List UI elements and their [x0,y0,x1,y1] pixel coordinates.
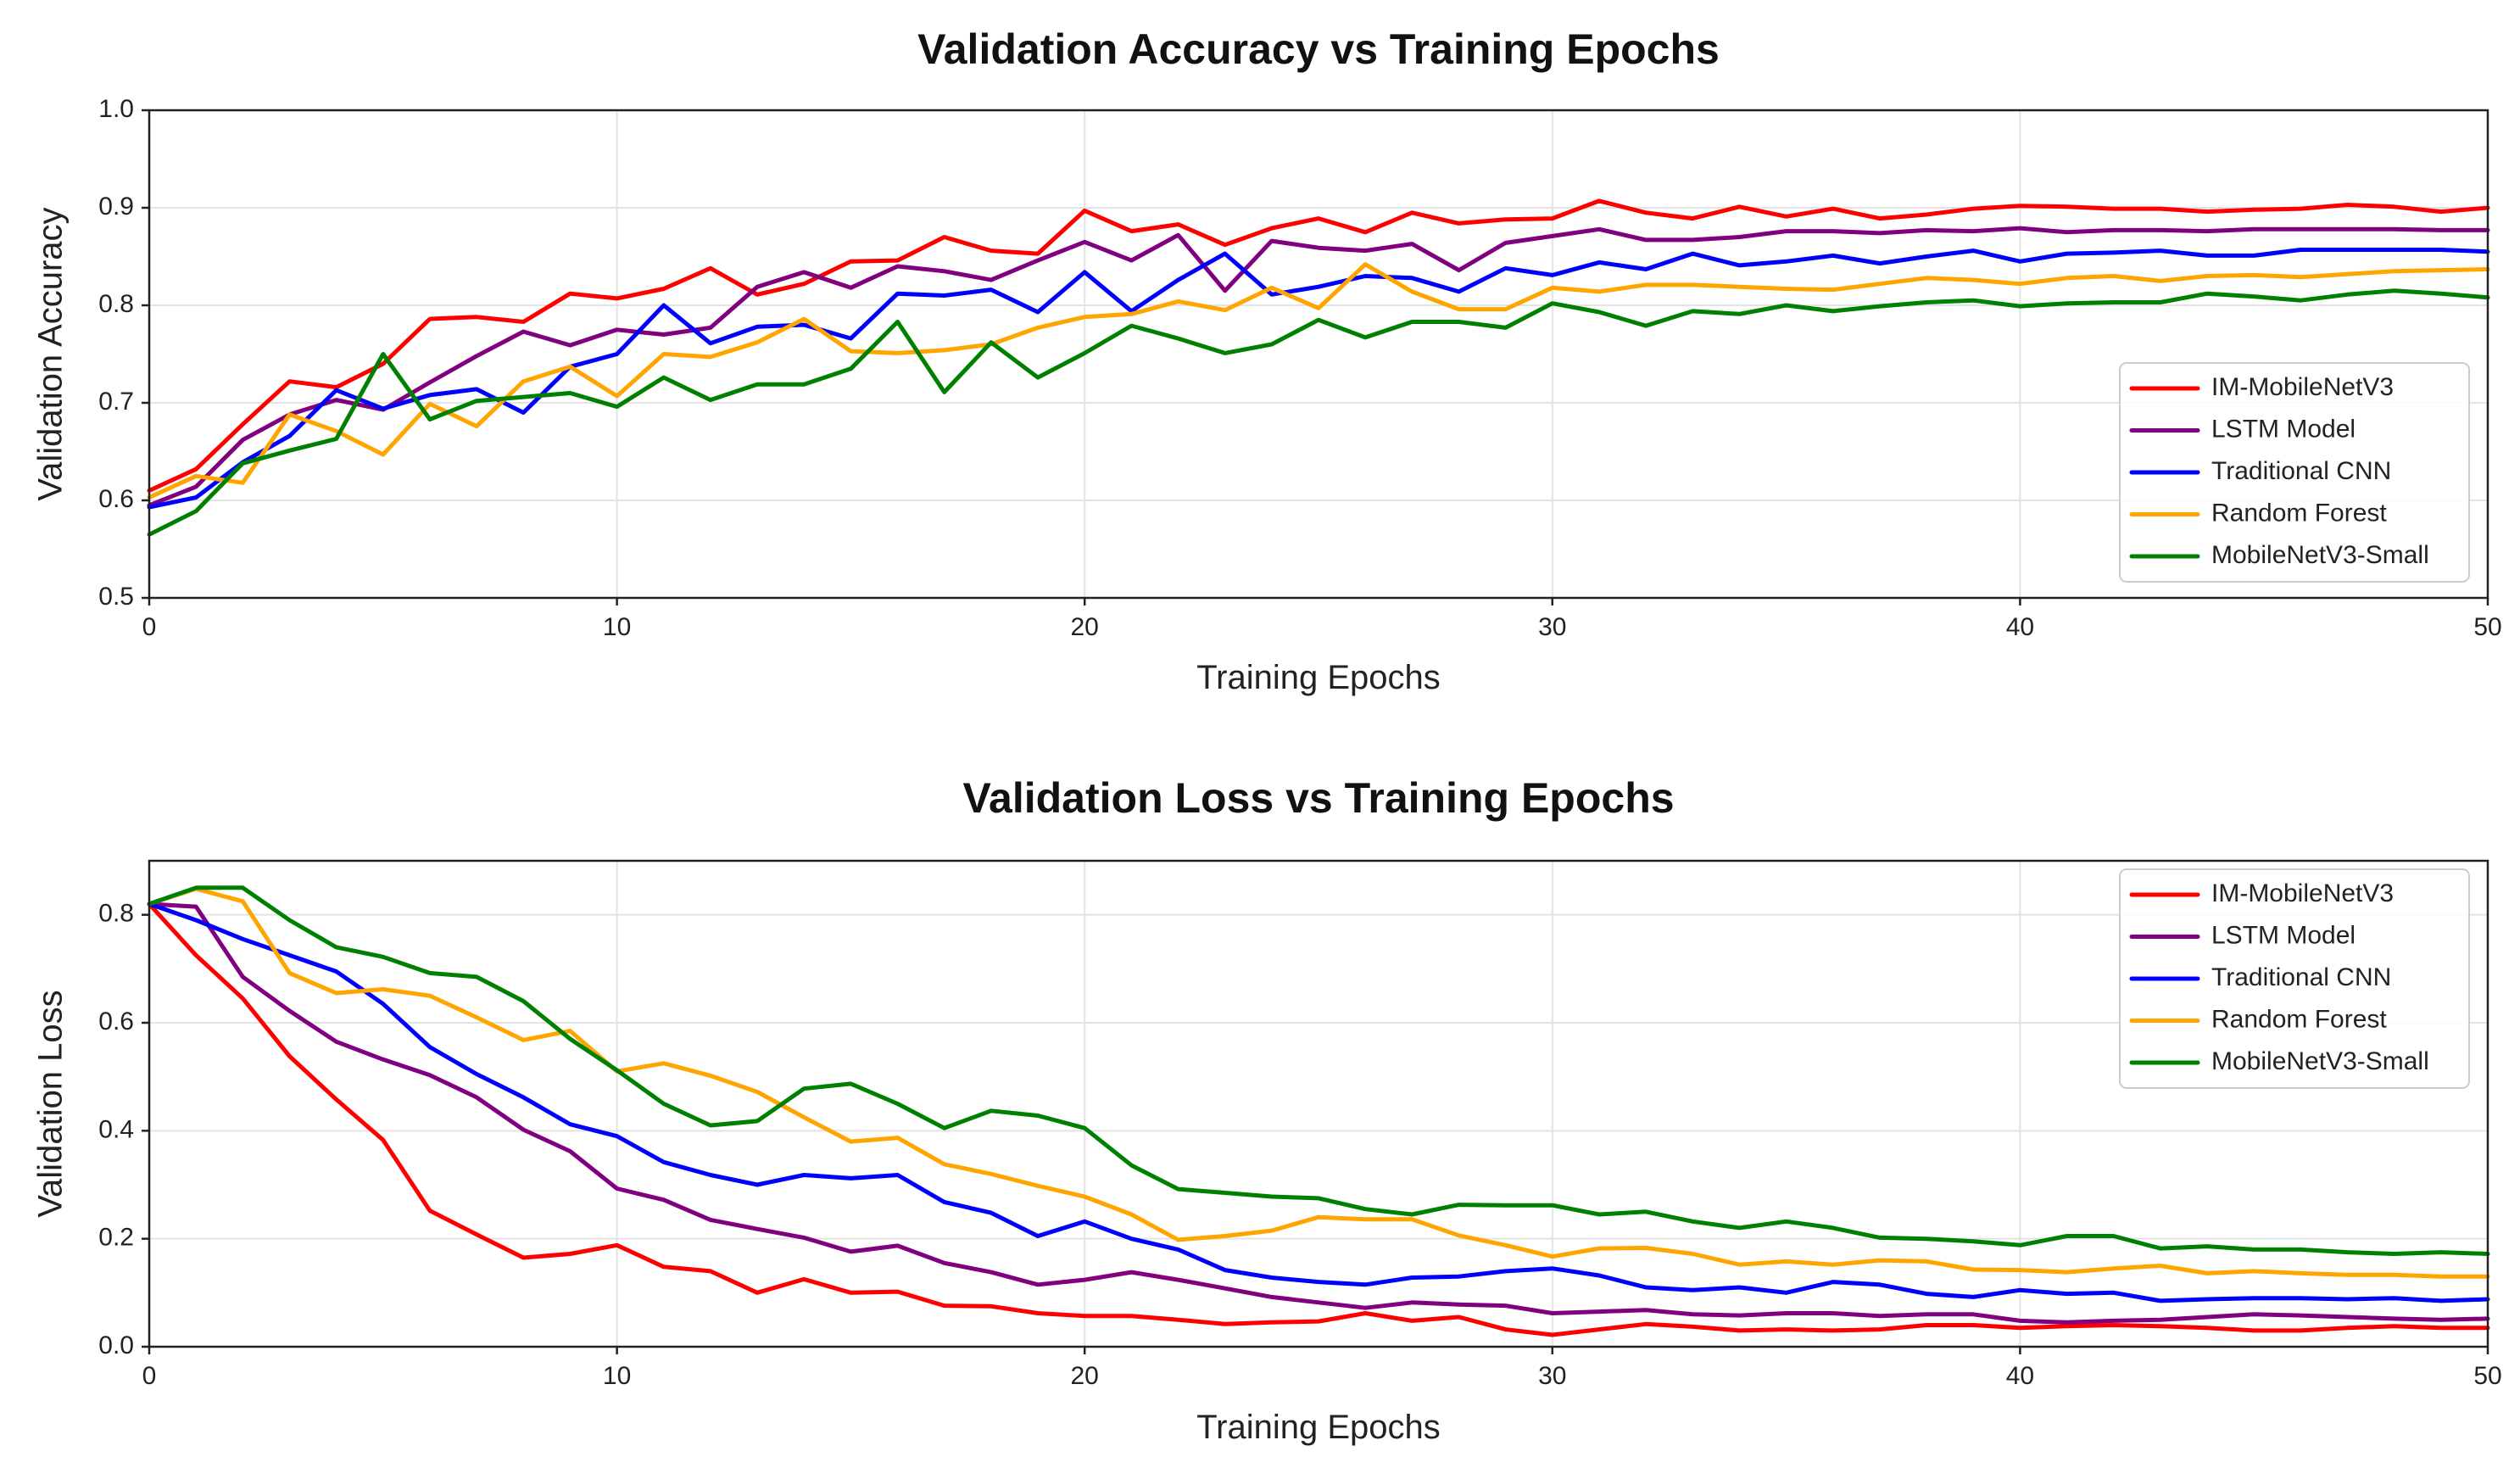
x-tick-label: 40 [2006,1362,2034,1390]
y-tick-label: 0.6 [98,485,134,513]
legend-label: Random Forest [2211,499,2387,527]
legend-box [2119,868,2470,1089]
x-axis-label: Training Epochs [1196,659,1441,696]
chart-2: Validation Loss vs Training Epochs 0 10 20 3… [32,774,2502,1446]
x-tick-label: 50 [2473,613,2501,641]
legend-label: Traditional CNN [2211,457,2391,485]
series-line-random-forest [147,886,2490,1279]
y-tick-label: 0.9 [98,193,134,220]
y-tick-label: 0.5 [98,583,134,611]
series-line-mobilenetv3-small [147,288,2490,537]
y-axis-label: Validation Accuracy [32,207,70,500]
series-line-im-mobilenetv3 [147,198,2490,493]
plot-frame [148,859,2489,1348]
x-tick-label: 20 [1071,613,1099,641]
chart-title: Validation Accuracy vs Training Epochs [917,25,1720,73]
series-line-lstm-model [147,226,2490,508]
legend-label: IM-MobileNetV3 [2211,879,2394,907]
y-axis-label: Validation Loss [32,990,70,1217]
chart-title: Validation Loss vs Training Epochs [962,774,1674,822]
x-tick-label: 10 [603,1362,631,1390]
series-line-random-forest [147,262,2490,500]
series-line-mobilenetv3-small [147,885,2490,1256]
x-tick-label: 10 [603,613,631,641]
legend-label: MobileNetV3-Small [2211,541,2429,569]
legend-label: IM-MobileNetV3 [2211,373,2394,401]
legend-label: Traditional CNN [2211,963,2391,991]
x-tick-label: 40 [2006,613,2034,641]
legend-box [2119,362,2470,583]
legend: IM-MobileNetV3 LSTM Model Traditional CNN R… [2119,868,2470,1089]
y-tick-label: 0.4 [98,1115,134,1143]
plot-frame [148,109,2489,600]
y-tick-label: 0.0 [98,1331,134,1359]
legend-label: MobileNetV3-Small [2211,1047,2429,1075]
x-axis-label: Training Epochs [1196,1409,1441,1446]
x-tick-label: 20 [1071,1362,1099,1390]
y-tick-label: 0.8 [98,290,134,318]
x-tick-label: 50 [2473,1362,2501,1390]
x-tick-label: 0 [142,1362,157,1390]
x-tick-label: 30 [1538,1362,1566,1390]
chart-1: Validation Accuracy vs Training Epochs 0 1… [32,25,2502,696]
y-tick-label: 0.7 [98,388,134,416]
x-tick-label: 30 [1538,613,1566,641]
x-tick-label: 0 [142,613,157,641]
legend-label: LSTM Model [2211,415,2356,443]
y-tick-label: 0.8 [98,900,134,928]
series-line-lstm-model [147,901,2490,1325]
series-line-im-mobilenetv3 [147,901,2490,1337]
y-tick-label: 0.2 [98,1224,134,1252]
legend-label: LSTM Model [2211,921,2356,949]
series-line-traditional-cnn [147,901,2490,1303]
y-tick-label: 1.0 [98,95,134,123]
legend-label: Random Forest [2211,1005,2387,1033]
legend: IM-MobileNetV3 LSTM Model Traditional CNN R… [2119,362,2470,583]
y-tick-label: 0.6 [98,1008,134,1035]
